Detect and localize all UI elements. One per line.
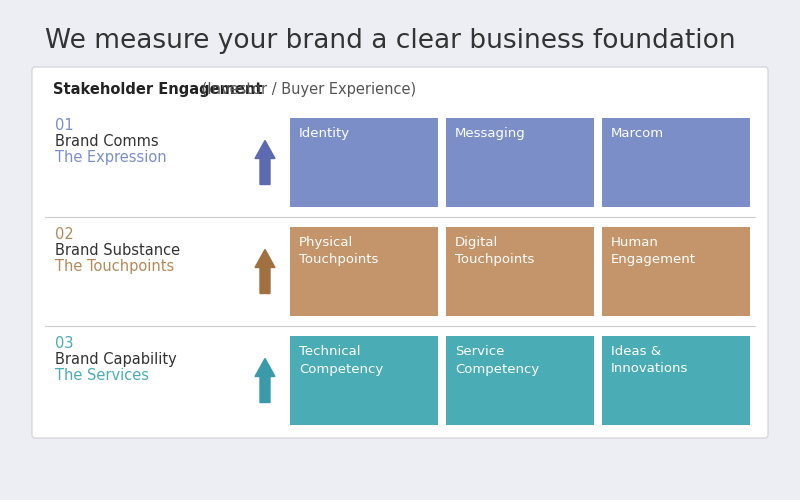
Text: The Services: The Services [55, 368, 149, 383]
Text: Identity: Identity [299, 127, 350, 140]
Text: 01: 01 [55, 118, 74, 133]
Bar [290, 227, 438, 316]
Text: Brand Substance: Brand Substance [55, 243, 180, 258]
Polygon shape [255, 250, 275, 294]
Bar [446, 336, 594, 425]
FancyBboxPatch shape [32, 67, 768, 438]
Text: Brand Comms: Brand Comms [55, 134, 158, 149]
Text: Human
Engagement: Human Engagement [611, 236, 696, 266]
Text: Marcom: Marcom [611, 127, 664, 140]
Polygon shape [255, 358, 275, 403]
Text: Messaging: Messaging [455, 127, 526, 140]
Bar [446, 227, 594, 316]
Text: (Investor / Buyer Experience): (Investor / Buyer Experience) [197, 82, 416, 97]
Bar [602, 336, 750, 425]
Text: Ideas &
Innovations: Ideas & Innovations [611, 345, 688, 376]
Text: We measure your brand a clear business foundation: We measure your brand a clear business f… [45, 28, 736, 54]
Text: Service
Competency: Service Competency [455, 345, 539, 376]
Bar [602, 227, 750, 316]
Text: 02: 02 [55, 227, 74, 242]
Text: Brand Capability: Brand Capability [55, 352, 177, 367]
Bar [290, 118, 438, 207]
Bar [290, 336, 438, 425]
Polygon shape [255, 140, 275, 184]
Text: Digital
Touchpoints: Digital Touchpoints [455, 236, 534, 266]
Text: Technical
Competency: Technical Competency [299, 345, 383, 376]
Text: Physical
Touchpoints: Physical Touchpoints [299, 236, 378, 266]
Bar [602, 118, 750, 207]
Text: Stakeholder Engagement: Stakeholder Engagement [53, 82, 262, 97]
Text: The Expression: The Expression [55, 150, 166, 165]
Text: The Touchpoints: The Touchpoints [55, 259, 174, 274]
Bar [446, 118, 594, 207]
Text: 03: 03 [55, 336, 74, 351]
